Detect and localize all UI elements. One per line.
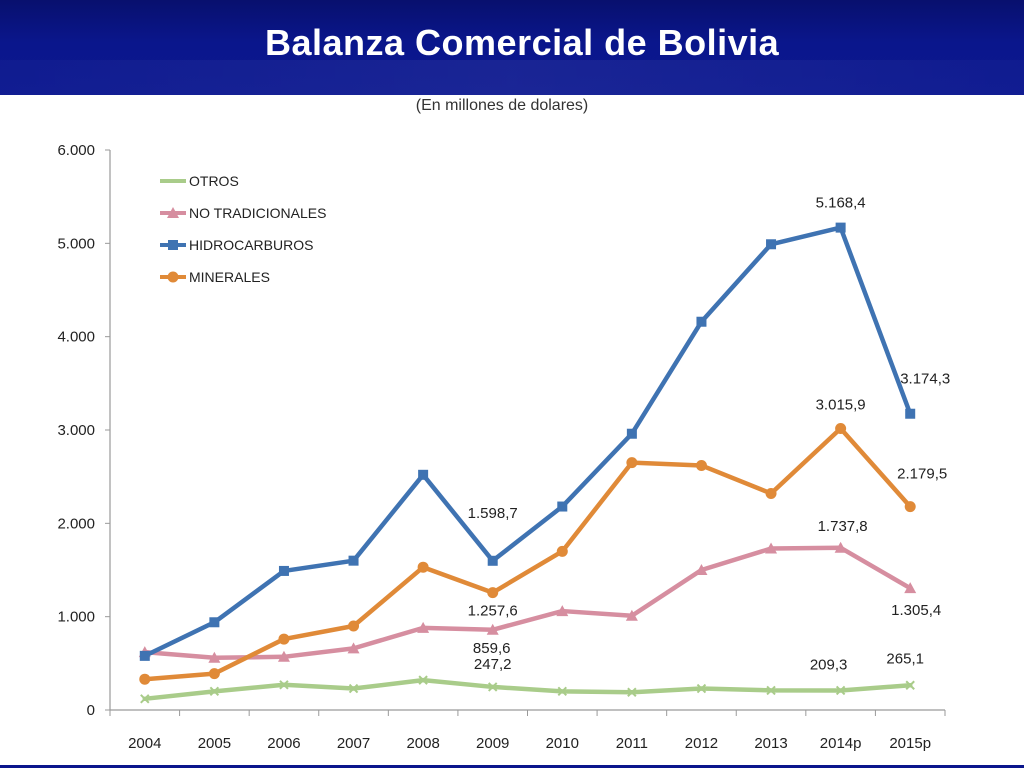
axes: 0 1.000 2.000 3.000 4.000 5.000 6.000 2004 2005 2… [57,142,946,752]
point-minerales [139,673,151,685]
series-line-hidrocarburos [142,225,913,659]
legend-label-no-tradicionales: NO TRADICIONALES [189,205,326,221]
legend-marker-no-tradicionales [167,207,179,218]
point-hidrocarburos [835,222,846,233]
point-no-tradicionales [556,605,569,617]
point-minerales [208,668,220,680]
header-band [0,0,1024,95]
point-hidrocarburos [209,617,220,628]
point-otros [905,680,915,690]
legend-label-hidrocarburos: HIDROCARBUROS [189,237,313,253]
point-minerales [278,633,290,645]
point-otros [557,686,567,697]
legend-marker-hidrocarburos [168,240,178,250]
point-hidrocarburos [348,555,359,566]
point-hidrocarburos [487,555,498,566]
x-tick-label: 2006 [267,735,300,752]
x-tick-label: 2007 [337,735,370,752]
x-tick-label: 2004 [128,735,161,752]
legend: OTROS NO TRADICIONALES HIDROCARBUROS MINERA… [160,173,326,285]
x-tick-label: 2014p [820,735,862,752]
data-label: 1.598,7 [468,505,518,522]
bottom-rule [0,765,1024,768]
y-tick-label: 5.000 [57,235,95,252]
point-hidrocarburos [766,239,777,250]
point-minerales [835,423,847,435]
point-no-tradicionales [417,621,430,633]
point-no-tradicionales [208,651,221,663]
point-minerales [348,620,360,632]
point-no-tradicionales [486,623,499,635]
point-hidrocarburos [626,428,637,439]
point-otros [627,687,637,697]
point-hidrocarburos [418,469,429,480]
x-tick-label: 2011 [616,735,648,752]
data-label: 1.305,4 [891,602,941,619]
point-minerales [765,487,777,499]
legend-label-minerales: MINERALES [189,269,270,285]
point-no-tradicionales [765,542,778,554]
point-no-tradicionales [625,609,638,621]
point-minerales [487,587,499,599]
y-tick-label: 2.000 [57,515,95,532]
point-otros [140,694,150,704]
point-otros [279,680,289,690]
series-line-minerales [142,426,913,682]
x-tick-label: 2013 [754,735,787,752]
point-hidrocarburos [557,501,568,512]
series-line-otros [142,677,913,702]
chart-subtitle: (En millones de dolares) [416,97,589,114]
data-label: 1.737,8 [818,518,868,535]
x-tick-label: 2015p [889,735,931,752]
data-label: 859,6 [473,640,511,657]
point-hidrocarburos [139,650,150,661]
point-otros [766,685,776,696]
legend-marker-minerales [167,271,179,283]
point-no-tradicionales [277,650,290,662]
y-tick-label: 3.000 [57,422,95,439]
point-hidrocarburos [696,316,707,327]
x-tick-label: 2010 [546,735,579,752]
point-minerales [556,545,568,557]
point-no-tradicionales [347,642,360,654]
point-otros [348,683,359,694]
y-tick-label: 6.000 [57,142,95,159]
point-no-tradicionales [904,582,917,594]
series-line-no-tradicionales [142,545,913,660]
y-tick-label: 0 [87,702,95,719]
x-tick-label: 2009 [476,735,509,752]
point-otros [696,683,707,694]
point-hidrocarburos [278,565,289,576]
point-otros [835,685,846,696]
point-hidrocarburos [905,408,916,419]
series-lines [138,222,917,704]
data-label: 1.257,6 [468,603,518,620]
point-minerales [417,561,429,573]
point-minerales [904,501,916,513]
point-minerales [695,459,707,471]
data-label: 209,3 [810,656,848,673]
data-label: 2.179,5 [897,466,947,483]
y-tick-label: 1.000 [57,609,95,626]
data-label: 247,2 [474,656,512,673]
point-otros [209,686,220,697]
point-minerales [626,457,638,469]
x-tick-label: 2012 [685,735,718,752]
data-label: 3.015,9 [816,397,866,414]
x-tick-label: 2008 [406,735,439,752]
legend-label-otros: OTROS [189,173,239,189]
point-otros [418,675,428,685]
x-tick-label: 2005 [198,735,231,752]
data-label: 5.168,4 [816,195,866,212]
point-otros [488,682,498,692]
slide-title: Balanza Comercial de Bolivia [265,22,780,63]
data-label: 3.174,3 [900,371,950,388]
data-label: 265,1 [886,650,924,667]
y-tick-label: 4.000 [57,329,95,346]
point-no-tradicionales [834,541,847,553]
point-no-tradicionales [695,564,708,575]
data-labels: 5.168,4 3.174,3 1.598,7 3.015,9 2.179,5 1.257… [468,195,951,674]
